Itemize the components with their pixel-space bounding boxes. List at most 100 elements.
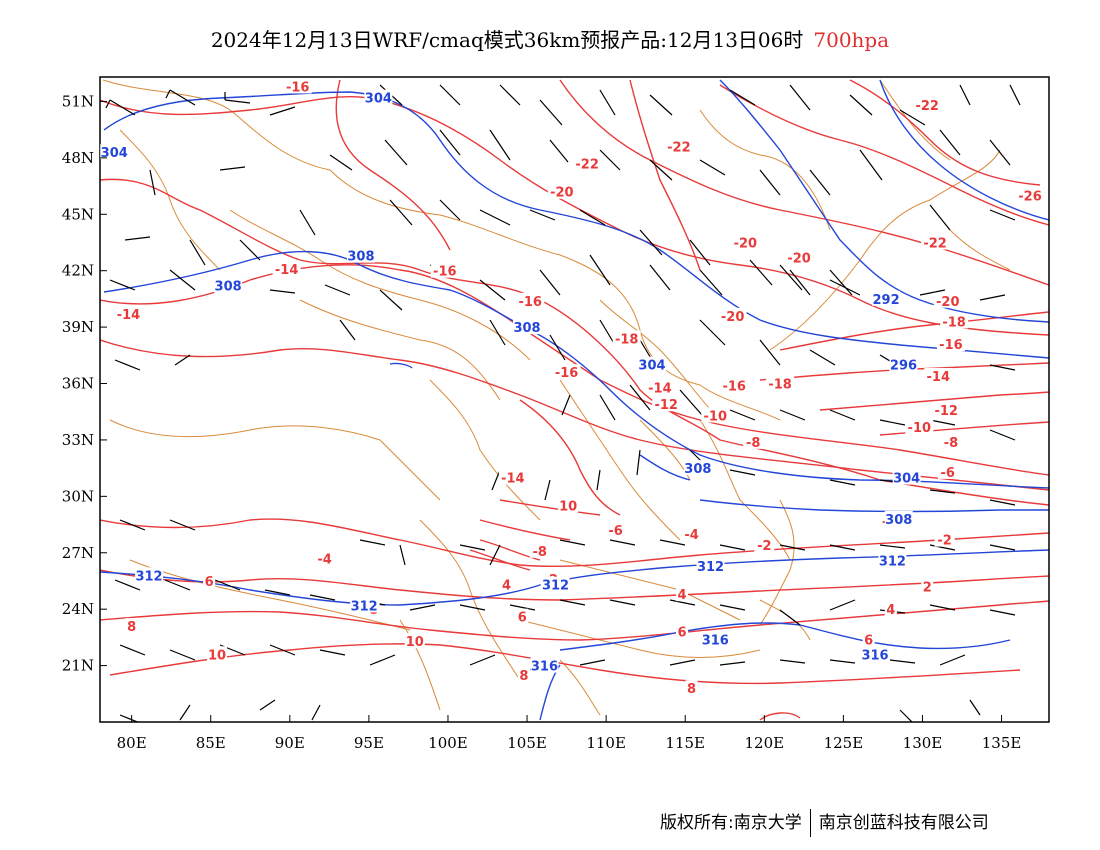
temperature-label: -20 [787, 252, 811, 267]
height-label: 312 [879, 554, 906, 569]
height-label: 304 [365, 92, 392, 107]
temperature-label: -20 [734, 236, 758, 251]
temperature-label: 4 [886, 603, 895, 618]
temperature-label: -20 [721, 310, 745, 325]
lon-tick-label: 110E [586, 734, 626, 752]
temperature-label: 2 [923, 581, 932, 596]
height-label-bg [683, 460, 712, 476]
copyright-left: 版权所有:南京大学 [660, 813, 802, 833]
temperature-label-bg [203, 572, 216, 588]
lon-tick-label: 125E [824, 734, 864, 752]
temperature-label: -14 [648, 381, 672, 396]
temperature-label-bg [921, 234, 950, 250]
lon-tick-label: 120E [745, 734, 785, 752]
temperature-label-bg [913, 97, 942, 113]
height-label-bg [346, 247, 375, 263]
temperature-label: -12 [934, 404, 958, 419]
height-label-bg [513, 319, 542, 335]
temperature-label: -18 [615, 332, 639, 347]
temperature-label: 8 [127, 620, 136, 635]
height-label-bg [696, 557, 725, 573]
height-label-bg [701, 631, 730, 647]
temperature-label: -16 [518, 295, 542, 310]
height-label: 304 [638, 359, 665, 374]
temperature-label-bg [701, 407, 730, 423]
temperature-label-bg [612, 330, 641, 346]
height-label-bg [214, 277, 243, 293]
height-label-bg [638, 356, 667, 372]
temperature-label: 6 [864, 633, 873, 648]
temperature-label: 4 [502, 579, 511, 594]
temperature-label-bg [766, 375, 795, 391]
temperature-label-bg [754, 537, 775, 553]
lat-tick-label: 42N [62, 262, 94, 280]
temperature-label-bg [884, 601, 897, 617]
temperature-label-bg [664, 138, 693, 154]
latitude-axis: 51N 48N 45N 42N 39N 36N 33N 30N 27N 24N 21N [62, 92, 107, 675]
lon-tick-label: 130E [903, 734, 943, 752]
height-label: 312 [351, 599, 378, 614]
temperature-label: -8 [944, 436, 958, 451]
lon-tick-label: 105E [507, 734, 547, 752]
temperature-label-bg [940, 313, 969, 329]
temperature-label: -16 [433, 265, 457, 280]
temperature-label: 6 [678, 626, 687, 641]
temperature-label-bg [430, 262, 459, 278]
temperature-label-bg [207, 646, 228, 662]
temperature-label: 6 [518, 611, 527, 626]
height-label: 308 [347, 250, 374, 265]
lon-tick-label: 135E [982, 734, 1022, 752]
temperature-label: -14 [275, 263, 299, 278]
title-pressure-level: 700hpa [813, 28, 890, 52]
temperature-label: -4 [684, 528, 698, 543]
temperature-label: -18 [942, 315, 966, 330]
temperature-label-bg [921, 578, 934, 594]
height-label: 292 [873, 293, 900, 308]
height-label: 312 [135, 569, 162, 584]
temperature-label: -20 [550, 186, 574, 201]
temperature-label: -14 [927, 370, 951, 385]
height-label-bg [889, 356, 918, 372]
lon-tick-label: 115E [665, 734, 705, 752]
height-label: 308 [684, 462, 711, 477]
temperature-label: -18 [768, 378, 792, 393]
temperature-label: -14 [501, 472, 525, 487]
temperature-label-bg [517, 666, 530, 682]
temperature-label: -20 [936, 295, 960, 310]
temperature-label-bg [934, 531, 955, 547]
temperature-label-bg [573, 155, 602, 171]
temperature-label: 6 [205, 575, 214, 590]
temperature-label: 8 [687, 682, 696, 697]
lat-tick-label: 45N [62, 205, 94, 223]
temperature-label: -16 [722, 379, 746, 394]
height-label-bg [135, 567, 164, 583]
lon-tick-label: 95E [354, 734, 384, 752]
footer-divider [809, 809, 811, 837]
temperature-contours [100, 79, 1049, 721]
lon-tick-label: 80E [117, 734, 147, 752]
temperature-label-bg [552, 364, 581, 380]
temperature-label-bg [940, 433, 961, 449]
temperature-label-bg [676, 586, 689, 602]
height-label: 296 [890, 359, 917, 374]
temperature-label: -26 [1018, 189, 1042, 204]
lat-tick-label: 24N [62, 600, 94, 618]
temperature-label-bg [404, 633, 425, 649]
temperature-label-bg [1016, 187, 1045, 203]
wind-barbs [105, 84, 1021, 722]
temperature-label: 10 [406, 635, 424, 650]
copyright-right: 南京创蓝科技有限公司 [818, 813, 989, 833]
temperature-label-bg [718, 307, 747, 323]
temperature-label-bg [932, 401, 961, 417]
temperature-label: 10 [559, 500, 577, 515]
height-label-bg [884, 510, 913, 526]
longitude-axis: 80E 85E 90E 95E 100E 105E 110E 115E 120E 125E 130E… [117, 715, 1022, 752]
temperature-label-bg [905, 418, 934, 434]
lat-tick-label: 21N [62, 657, 94, 675]
temperature-label: -8 [532, 545, 546, 560]
height-label: 316 [531, 660, 558, 675]
lon-tick-label: 85E [196, 734, 226, 752]
lon-tick-label: 90E [275, 734, 305, 752]
temperature-label-bg [516, 608, 529, 624]
